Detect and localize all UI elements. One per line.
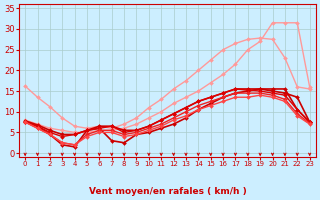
X-axis label: Vent moyen/en rafales ( km/h ): Vent moyen/en rafales ( km/h ) [89,187,246,196]
